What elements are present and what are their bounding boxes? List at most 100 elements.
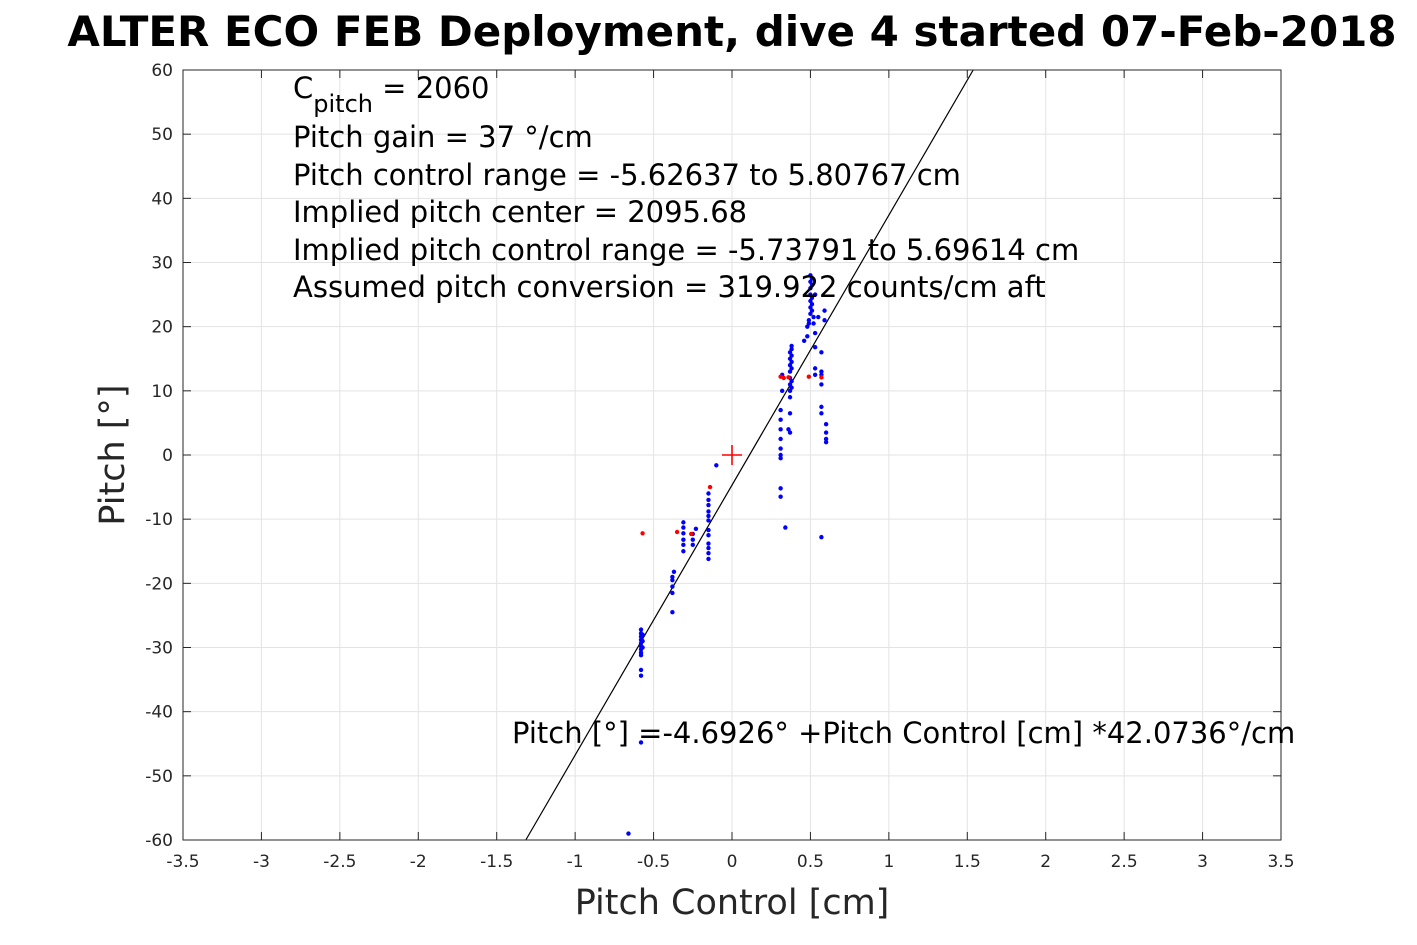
x-tick-label: -3.5 — [166, 852, 199, 872]
data-point — [812, 366, 818, 371]
data-point — [809, 282, 815, 288]
data-point — [809, 276, 815, 281]
x-tick-label: -3 — [253, 852, 270, 872]
excluded-point — [674, 529, 680, 535]
data-point — [778, 486, 783, 491]
annotation-pitch-gain: Pitch gain = 37 °/cm — [293, 120, 593, 154]
annotation-implied-range: Implied pitch control range = -5.73791 t… — [293, 233, 1079, 267]
excluded-point — [819, 375, 824, 380]
y-tick-label: 20 — [151, 318, 173, 338]
y-tick-label: -60 — [145, 831, 173, 851]
data-point — [789, 359, 794, 365]
data-point — [787, 395, 793, 400]
data-point — [670, 590, 675, 596]
x-tick-label: -2 — [410, 852, 427, 872]
data-point — [806, 321, 812, 326]
fit-line-group — [525, 69, 974, 841]
data-point — [706, 491, 711, 496]
data-point — [670, 610, 675, 615]
data-point — [640, 638, 645, 644]
data-point — [706, 541, 711, 546]
annotation-cpitch: Cpitch = 2060 — [293, 71, 490, 118]
data-point — [819, 534, 824, 540]
x-tick-label: 3 — [1197, 852, 1208, 872]
excluded-point — [689, 531, 694, 537]
y-tick-label: 60 — [151, 61, 173, 81]
y-tick-label: -30 — [145, 639, 173, 659]
data-point — [822, 308, 827, 313]
data-point — [812, 330, 818, 336]
data-point — [778, 494, 783, 499]
y-tick-label: -40 — [145, 703, 173, 723]
data-point — [801, 338, 807, 343]
y-tick-label: 40 — [151, 189, 173, 209]
data-point — [706, 550, 711, 556]
data-point — [778, 436, 783, 442]
x-axis-label: Pitch Control [cm] — [575, 883, 890, 923]
x-tick-label: 0 — [727, 852, 738, 872]
data-point — [779, 388, 785, 394]
x-tick-label: -0.5 — [637, 852, 670, 872]
x-tick-label: -1 — [567, 852, 584, 872]
data-point — [670, 574, 675, 580]
axis-ticks — [182, 69, 1282, 841]
data-point — [706, 545, 711, 551]
data-point — [638, 673, 644, 678]
data-point — [681, 542, 686, 548]
y-tick-label: 30 — [151, 254, 173, 274]
data-point — [706, 513, 711, 519]
y-axis-label: Pitch [°] — [93, 384, 133, 525]
data-point — [819, 382, 824, 387]
data-point — [778, 417, 783, 422]
data-point — [787, 411, 793, 416]
data-point — [706, 509, 711, 514]
center-marker — [722, 445, 742, 465]
fit-line — [525, 69, 974, 841]
data-point — [670, 584, 675, 589]
data-point — [787, 430, 793, 435]
data-point — [809, 302, 815, 307]
data-point — [778, 456, 783, 461]
x-tick-label: -1.5 — [480, 852, 513, 872]
fit-equation-label: Pitch [°] =-4.6926° +Pitch Control [cm] … — [512, 716, 1295, 750]
data-point — [789, 379, 794, 384]
excluded-point — [786, 375, 791, 380]
data-point — [789, 353, 794, 358]
data-point — [823, 436, 829, 442]
data-point — [714, 463, 719, 468]
data-point — [789, 343, 794, 349]
data-point — [638, 627, 644, 632]
data-point — [811, 314, 816, 320]
data-point — [778, 427, 783, 432]
chart-title: ALTER ECO FEB Deployment, dive 4 started… — [67, 7, 1396, 56]
data-point — [819, 411, 824, 416]
data-point — [812, 372, 818, 377]
data-point — [706, 497, 711, 503]
excluded-point — [806, 374, 812, 379]
annotation-implied-center: Implied pitch center = 2095.68 — [293, 195, 747, 229]
data-point — [819, 404, 824, 410]
data-point — [681, 525, 686, 530]
x-tick-label: 1.5 — [954, 852, 981, 872]
data-point — [681, 531, 686, 536]
data-point — [806, 318, 812, 323]
y-tick-label: 50 — [151, 125, 173, 145]
y-tick-label: 0 — [162, 446, 173, 466]
x-tick-label: 1 — [883, 852, 894, 872]
x-tick-label: 0.5 — [797, 852, 824, 872]
data-point — [819, 369, 824, 374]
annotation-conversion: Assumed pitch conversion = 319.922 count… — [293, 270, 1046, 304]
data-points — [626, 273, 829, 836]
x-tick-label: 2.5 — [1111, 852, 1138, 872]
x-tick-labels: -3.5 -3 -2.5 -2 -1.5 -1 -0.5 0 0.5 1 1.5 2 2.5 3 3.5 — [166, 852, 1294, 872]
data-point — [778, 446, 783, 451]
data-point — [823, 422, 829, 427]
data-point — [626, 831, 631, 836]
y-tick-label: 10 — [151, 382, 173, 402]
data-point — [809, 295, 815, 300]
data-point — [690, 537, 695, 542]
data-point — [638, 667, 644, 673]
data-point — [789, 366, 794, 371]
data-point — [819, 350, 824, 355]
data-point — [812, 292, 818, 297]
